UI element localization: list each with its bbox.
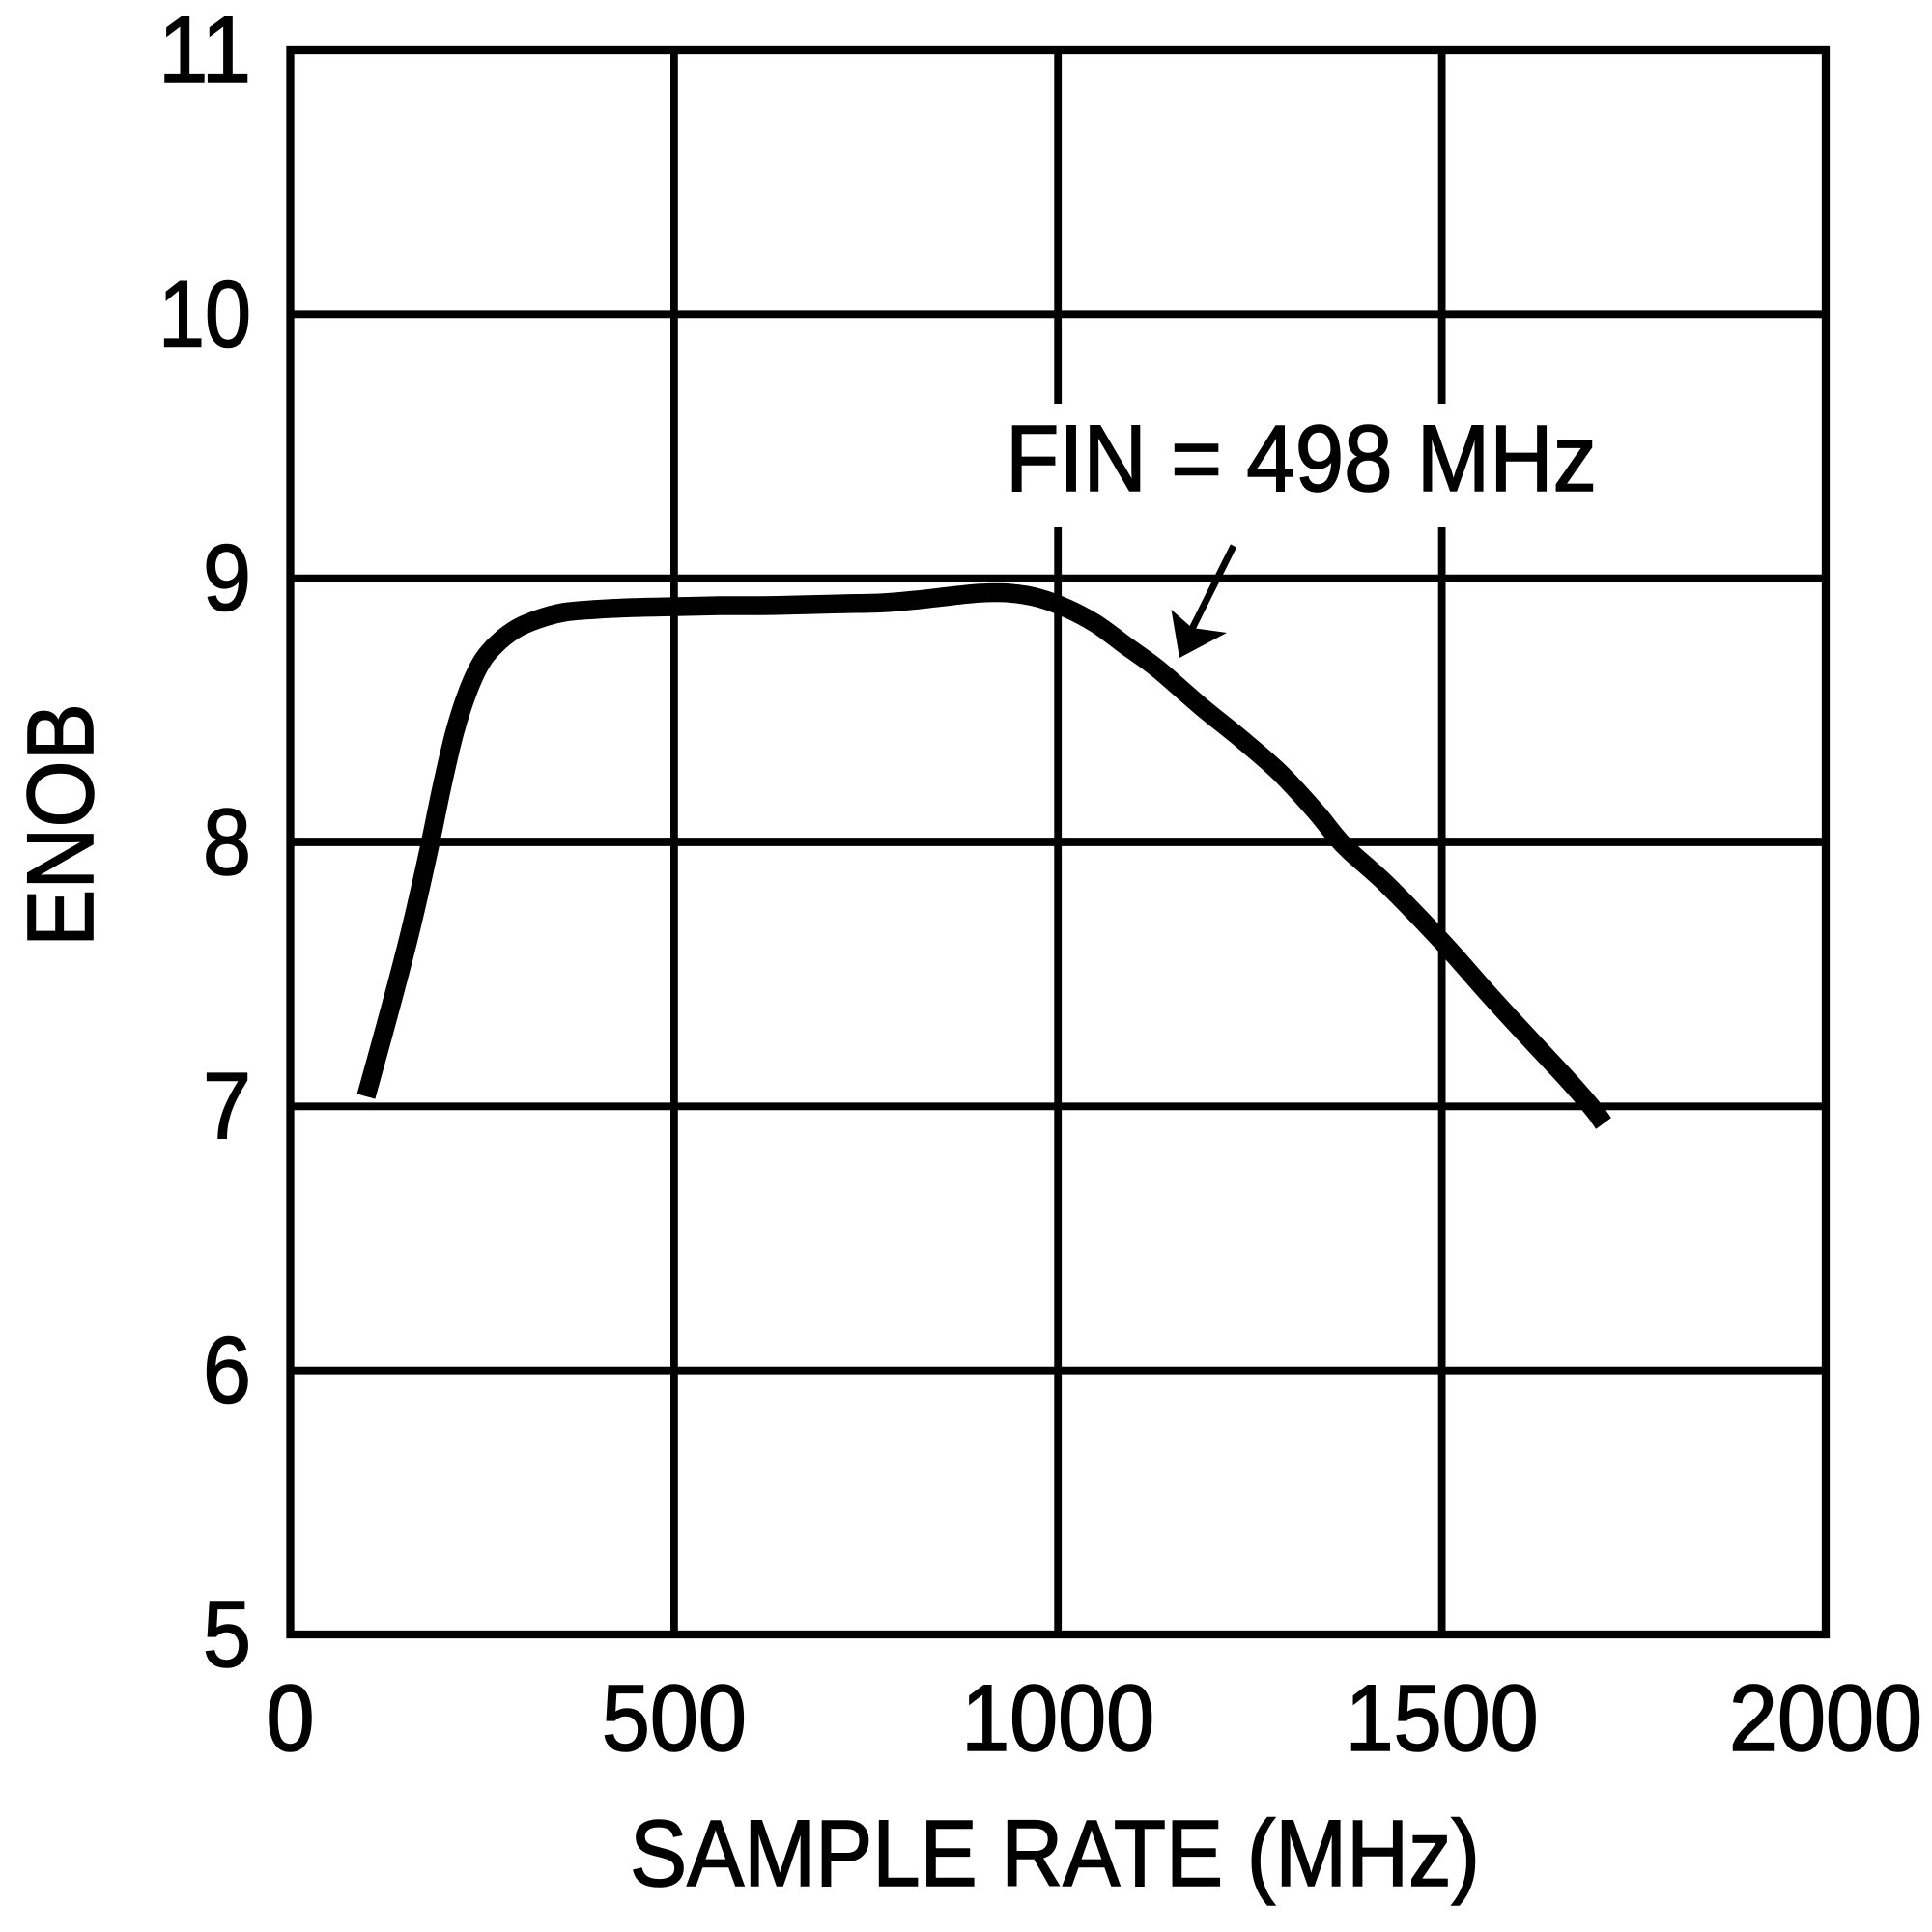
svg-text:2000: 2000 (1729, 1665, 1922, 1771)
svg-text:11: 11 (158, 0, 251, 102)
svg-text:FIN = 498 MHz: FIN = 498 MHz (1006, 406, 1597, 511)
svg-text:6: 6 (203, 1318, 251, 1423)
svg-text:500: 500 (602, 1665, 747, 1771)
svg-text:9: 9 (203, 526, 251, 631)
svg-text:1500: 1500 (1346, 1665, 1539, 1771)
svg-text:0: 0 (267, 1665, 315, 1771)
svg-text:8: 8 (203, 789, 251, 895)
svg-text:ENOB: ENOB (8, 703, 113, 947)
svg-text:5: 5 (203, 1581, 251, 1687)
svg-text:10: 10 (158, 261, 251, 366)
svg-text:7: 7 (203, 1053, 251, 1158)
svg-text:SAMPLE RATE (MHz): SAMPLE RATE (MHz) (630, 1801, 1480, 1906)
svg-text:1000: 1000 (961, 1665, 1154, 1771)
